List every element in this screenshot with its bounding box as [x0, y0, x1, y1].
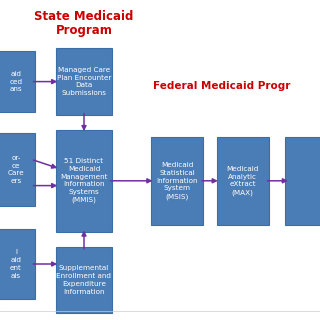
Text: State Medicaid
Program: State Medicaid Program — [34, 10, 134, 37]
FancyBboxPatch shape — [217, 137, 269, 225]
FancyBboxPatch shape — [56, 130, 112, 232]
Text: Medicaid
Analytic
eXtract
(MAX): Medicaid Analytic eXtract (MAX) — [227, 166, 259, 196]
FancyBboxPatch shape — [285, 137, 320, 225]
FancyBboxPatch shape — [151, 137, 203, 225]
FancyBboxPatch shape — [0, 229, 35, 299]
Text: Managed Care
Plan Encounter
Data
Submissions: Managed Care Plan Encounter Data Submiss… — [57, 67, 111, 96]
Text: Supplemental
Enrollment and
Expenditure
Information: Supplemental Enrollment and Expenditure … — [57, 265, 111, 295]
FancyBboxPatch shape — [0, 133, 35, 206]
Text: 51 Distinct
Medicaid
Management
Information
Systems
(MMIS): 51 Distinct Medicaid Management Informat… — [60, 158, 108, 204]
Text: Medicaid
Statistical
Information
System
(MSIS): Medicaid Statistical Information System … — [156, 162, 198, 200]
Text: or-
ce
Care
ers: or- ce Care ers — [8, 155, 24, 184]
Text: Federal Medicaid Progr: Federal Medicaid Progr — [153, 81, 290, 92]
Text: l
aid
ent
als: l aid ent als — [10, 249, 22, 279]
Text: aid
ced
ans: aid ced ans — [9, 71, 23, 92]
FancyBboxPatch shape — [56, 48, 112, 115]
FancyBboxPatch shape — [0, 51, 35, 112]
FancyBboxPatch shape — [56, 247, 112, 313]
